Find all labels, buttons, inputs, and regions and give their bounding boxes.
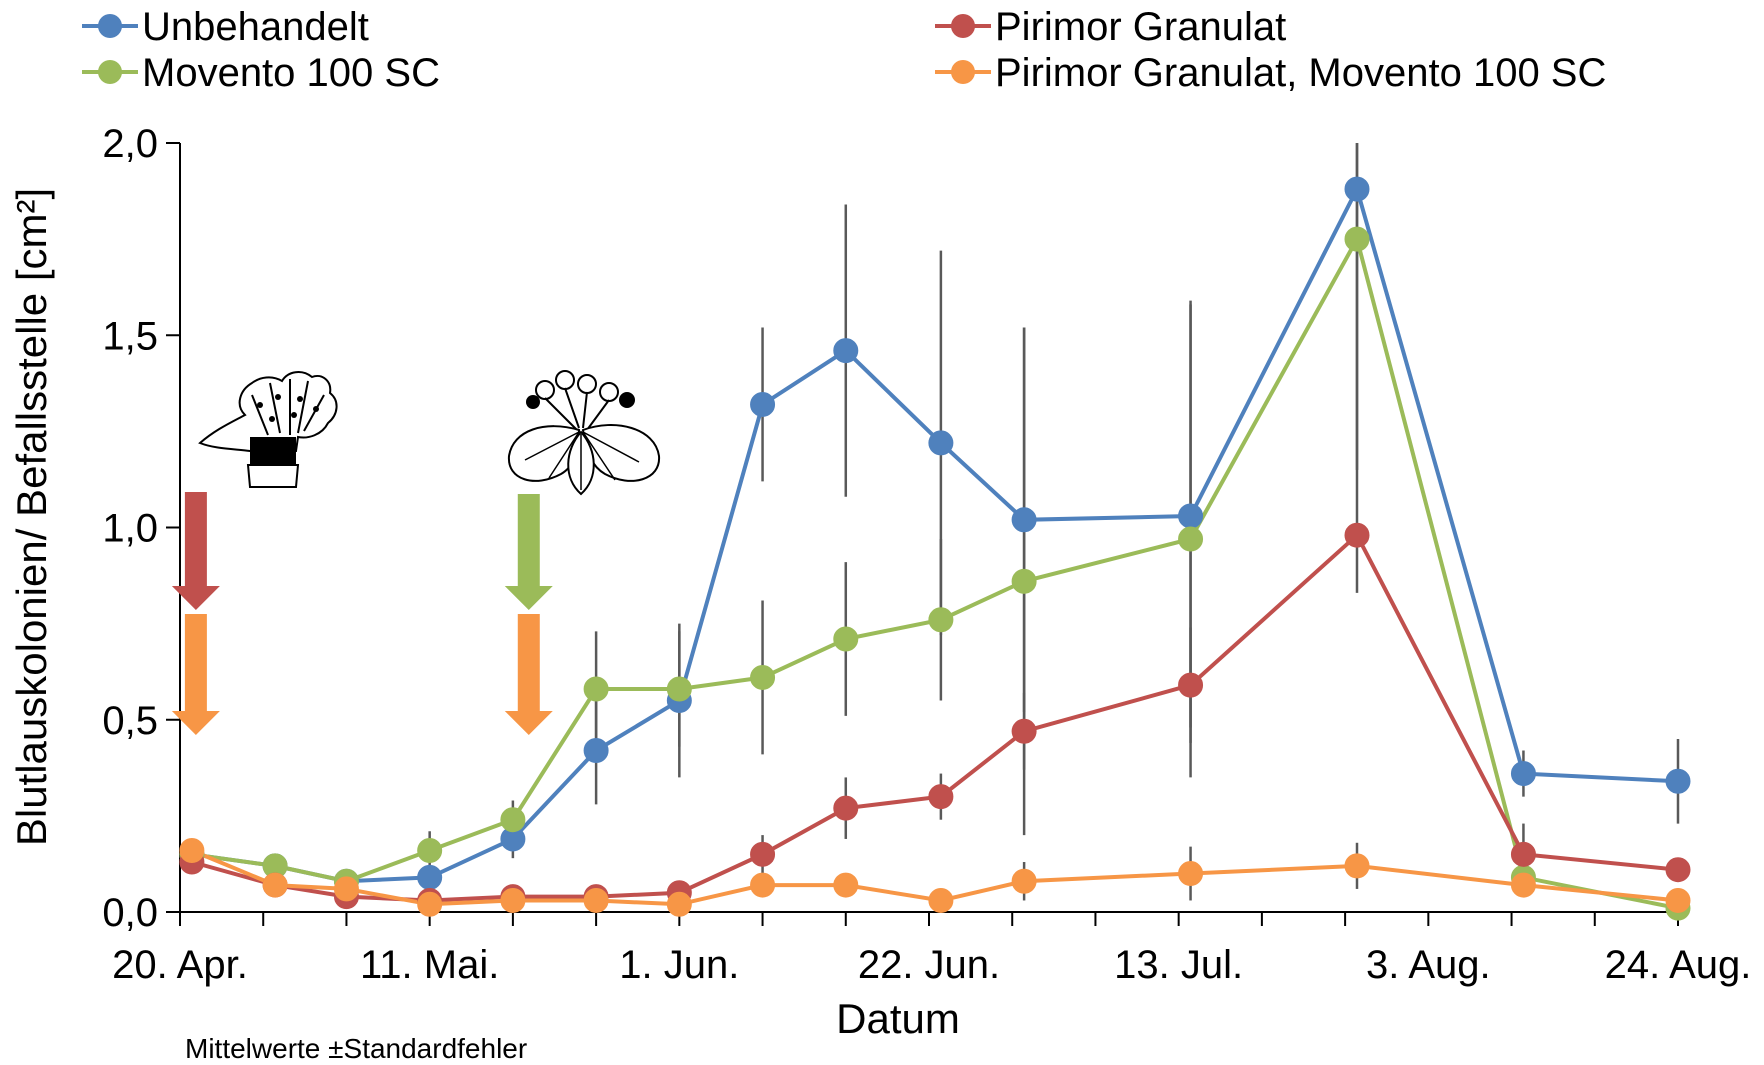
- arrow-icon: [504, 494, 553, 610]
- legend-marker: [98, 14, 122, 38]
- data-point: [1665, 768, 1691, 794]
- data-point: [1344, 226, 1370, 252]
- data-point: [1510, 761, 1536, 787]
- data-point: [750, 664, 776, 690]
- y-tick-label: 0,0: [102, 891, 158, 935]
- application-arrows: [171, 492, 553, 735]
- data-point: [833, 626, 859, 652]
- axes: 0,0 0,5 1,0 1,5 2,0 20. Apr. 11. Mai. 1. Jun. 22…: [102, 122, 1751, 987]
- data-point: [1011, 868, 1037, 894]
- data-point: [1011, 568, 1037, 594]
- data-point: [1011, 718, 1037, 744]
- series-markers: [179, 176, 1691, 921]
- bud-icon: [198, 371, 338, 488]
- data-point: [417, 864, 443, 890]
- data-point: [583, 738, 609, 764]
- data-point: [666, 891, 692, 917]
- arrow-icon: [171, 492, 220, 610]
- data-point: [833, 872, 859, 898]
- arrow-icon: [504, 614, 553, 735]
- y-tick-label: 1,0: [102, 507, 158, 551]
- arrow-icon: [171, 614, 220, 735]
- data-point: [833, 338, 859, 364]
- data-point: [1665, 887, 1691, 913]
- data-point: [928, 887, 954, 913]
- y-axis-label: Blutlauskolonien/ Befallsstelle [cm²]: [8, 188, 55, 846]
- data-point: [583, 676, 609, 702]
- y-tick-label: 1,5: [102, 314, 158, 358]
- data-point: [333, 876, 359, 902]
- legend-label: Unbehandelt: [142, 5, 369, 49]
- data-point: [928, 430, 954, 456]
- series-line: [191, 531, 1679, 903]
- data-point: [1178, 503, 1204, 529]
- data-point: [500, 807, 526, 833]
- x-tick-label: 13. Jul.: [1114, 943, 1243, 987]
- legend-label: Movento 100 SC: [142, 51, 440, 95]
- data-point: [750, 391, 776, 417]
- x-axis-label: Datum: [836, 995, 960, 1042]
- legend-label: Pirimor Granulat: [995, 5, 1286, 49]
- data-point: [262, 872, 288, 898]
- data-point: [583, 887, 609, 913]
- data-point: [500, 887, 526, 913]
- data-point: [1178, 672, 1204, 698]
- data-point: [179, 837, 205, 863]
- data-point: [1344, 853, 1370, 879]
- data-point: [1178, 861, 1204, 887]
- data-point: [1665, 857, 1691, 883]
- data-point: [1344, 176, 1370, 202]
- data-point: [1344, 522, 1370, 548]
- series-line: [191, 233, 1679, 911]
- data-point: [417, 837, 443, 863]
- x-tick-label: 22. Jun.: [858, 943, 1000, 987]
- data-point: [1510, 841, 1536, 867]
- x-tick-label: 24. Aug.: [1605, 943, 1752, 987]
- data-point: [750, 841, 776, 867]
- legend-marker: [951, 14, 975, 38]
- data-point: [666, 676, 692, 702]
- data-point: [928, 784, 954, 810]
- y-tick-label: 2,0: [102, 122, 158, 166]
- x-tick-label: 11. Mai.: [360, 943, 499, 987]
- x-tick-label: 3. Aug.: [1366, 943, 1491, 987]
- legend-marker: [951, 60, 975, 84]
- x-tick-label: 1. Jun.: [619, 943, 739, 987]
- data-point: [1178, 526, 1204, 552]
- legend-marker: [98, 60, 122, 84]
- data-point: [928, 607, 954, 633]
- data-point: [417, 891, 443, 917]
- data-point: [1510, 872, 1536, 898]
- legend-label: Pirimor Granulat, Movento 100 SC: [995, 51, 1606, 95]
- y-tick-label: 0,5: [102, 699, 158, 743]
- data-point: [750, 872, 776, 898]
- legend: Unbehandelt Pirimor Granulat Movento 100 S…: [82, 5, 1606, 95]
- x-tick-label: 20. Apr.: [112, 943, 248, 987]
- footnote: Mittelwerte ±Standardfehler: [185, 1033, 527, 1064]
- series-line: [191, 183, 1679, 884]
- flower-cluster-icon: [507, 370, 661, 496]
- data-point: [833, 795, 859, 821]
- data-point: [1011, 507, 1037, 533]
